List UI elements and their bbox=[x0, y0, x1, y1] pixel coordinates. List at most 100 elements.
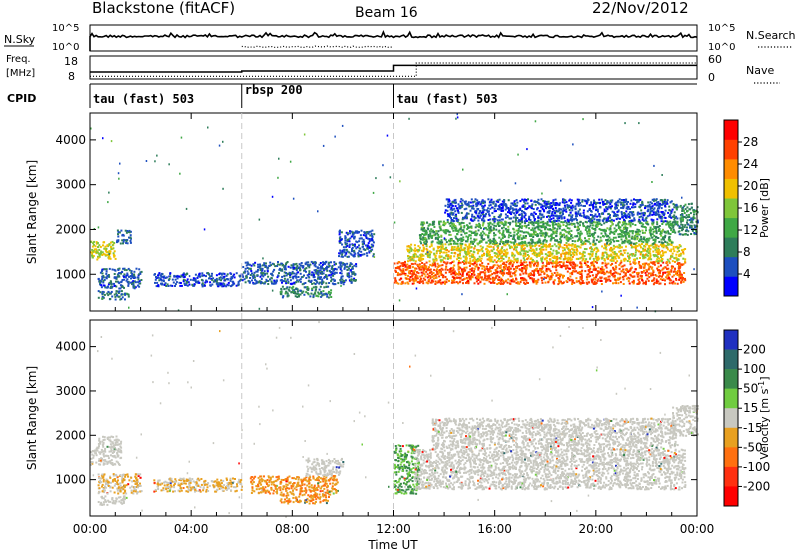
echo-cell bbox=[454, 242, 457, 245]
echo-cell bbox=[326, 293, 329, 296]
echo-cell bbox=[644, 245, 647, 248]
echo-cell bbox=[355, 265, 358, 268]
echo-cell bbox=[424, 231, 427, 234]
echo-cell bbox=[129, 281, 132, 284]
echo-cell bbox=[337, 266, 340, 269]
echo-cell bbox=[605, 277, 608, 280]
echo-cell bbox=[404, 268, 407, 271]
echo-cell bbox=[560, 273, 563, 276]
echo-cell bbox=[475, 277, 478, 280]
echo-cell bbox=[272, 282, 275, 285]
echo-cell bbox=[631, 271, 634, 274]
echo-cell bbox=[557, 247, 560, 250]
echo-cell bbox=[489, 225, 492, 228]
echo-cell bbox=[440, 242, 442, 245]
echo-cell bbox=[320, 265, 323, 268]
echo-cell bbox=[154, 278, 157, 281]
echo-cell bbox=[540, 229, 543, 232]
echo-cell bbox=[670, 248, 673, 251]
echo-cell bbox=[662, 271, 665, 274]
echo-cell bbox=[108, 251, 111, 254]
echo-cell bbox=[117, 295, 120, 298]
echo-cell bbox=[545, 233, 547, 236]
echo-cell bbox=[658, 257, 660, 260]
echo-cell bbox=[482, 265, 485, 268]
echo-cell bbox=[333, 263, 336, 266]
echo-cell bbox=[462, 271, 464, 274]
echo-cell bbox=[549, 245, 552, 248]
echo-cell bbox=[649, 272, 652, 275]
echo-cell bbox=[576, 235, 579, 238]
echo-cell bbox=[568, 230, 571, 233]
echo-cell bbox=[601, 252, 604, 255]
echo-cell bbox=[496, 283, 499, 285]
echo-cell bbox=[516, 261, 518, 264]
echo-cell bbox=[612, 231, 615, 234]
echo-cell bbox=[566, 227, 569, 230]
echo-cell bbox=[334, 279, 336, 282]
echo-cell bbox=[400, 270, 403, 273]
echo-cell bbox=[506, 268, 509, 271]
echo-cell bbox=[420, 221, 423, 224]
echo-cell bbox=[661, 275, 663, 278]
echo-cell bbox=[353, 237, 356, 240]
echo-cell bbox=[674, 260, 676, 263]
noise-search-label: N.Search bbox=[746, 29, 796, 42]
echo-cell bbox=[109, 252, 112, 255]
echo-cell bbox=[653, 255, 656, 258]
echo-cell bbox=[422, 272, 425, 275]
echo-cell bbox=[490, 240, 493, 243]
echo-cell bbox=[456, 238, 459, 241]
echo-cell bbox=[203, 284, 206, 287]
echo-cell bbox=[515, 278, 518, 281]
echo-cell bbox=[397, 272, 399, 275]
echo-cell bbox=[434, 254, 437, 257]
echo-cell bbox=[513, 280, 516, 283]
echo-cell bbox=[444, 257, 447, 260]
echo-cell bbox=[129, 230, 132, 233]
echo-cell bbox=[539, 269, 542, 272]
echo-cell bbox=[334, 267, 337, 270]
echo-cell bbox=[312, 276, 315, 279]
echo-cell bbox=[98, 244, 101, 247]
echo-cell bbox=[484, 267, 487, 270]
echo-cell bbox=[560, 239, 563, 242]
echo-cell bbox=[92, 243, 95, 246]
echo-cell bbox=[611, 272, 614, 275]
echo-cell bbox=[239, 275, 241, 278]
echo-cell bbox=[423, 229, 426, 232]
echo-cell bbox=[215, 282, 218, 285]
echo-cell bbox=[592, 263, 595, 266]
echo-cell bbox=[318, 263, 321, 266]
echo-cell bbox=[507, 225, 510, 228]
echo-cell bbox=[333, 261, 336, 264]
echo-cell bbox=[361, 245, 364, 248]
echo-cell bbox=[600, 283, 603, 285]
echo-cell bbox=[515, 267, 518, 270]
echo-cell bbox=[112, 254, 115, 256]
echo-cell bbox=[637, 229, 640, 231]
echo-cell bbox=[464, 232, 466, 235]
echo-cell bbox=[663, 266, 666, 269]
echo-cell bbox=[349, 230, 351, 233]
noise-left-tick-bottom: 10^0 bbox=[52, 42, 79, 53]
echo-cell bbox=[529, 277, 532, 279]
echo-cell bbox=[435, 252, 438, 255]
echo-cell bbox=[590, 262, 593, 265]
echo-cell bbox=[321, 272, 324, 275]
echo-cell bbox=[358, 250, 361, 253]
echo-cell bbox=[194, 277, 197, 280]
echo-cell bbox=[551, 262, 554, 265]
echo-cell bbox=[578, 271, 581, 273]
echo-cell bbox=[669, 220, 672, 223]
echo-cell bbox=[469, 260, 472, 263]
echo-cell bbox=[461, 240, 464, 242]
echo-cell bbox=[438, 275, 441, 278]
echo-cell bbox=[514, 244, 516, 247]
echo-cell bbox=[499, 242, 501, 245]
echo-cell bbox=[654, 274, 657, 276]
echo-cell bbox=[98, 248, 101, 251]
echo-cell bbox=[493, 221, 496, 224]
echo-cell bbox=[492, 229, 495, 232]
echo-cell bbox=[296, 279, 299, 282]
